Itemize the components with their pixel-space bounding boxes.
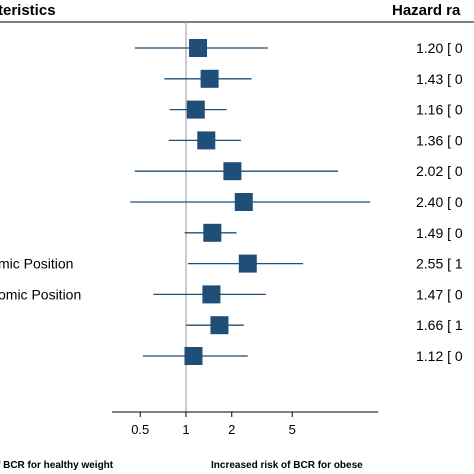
- forest-row: 2.02 [ 0: [134, 162, 463, 181]
- header-hazard-ratio: Hazard ra: [392, 2, 461, 19]
- x-tick-label: 5: [289, 422, 296, 437]
- hazard-ratio-marker: [184, 347, 203, 365]
- hazard-ratio-value: 1.16 [ 0: [416, 102, 463, 118]
- forest-row: 1.66 [ 1: [186, 316, 463, 335]
- hazard-ratio-value: 2.40 [ 0: [416, 194, 463, 210]
- forest-row: 1.12 [ 0: [142, 347, 463, 365]
- forest-rows: 1.20 [ 0 1.43 [ 0 1.16 [ 0 1.36 [ 0 2.02 [ 0…: [0, 39, 463, 365]
- x-tick-label: 1: [182, 422, 189, 437]
- hazard-ratio-marker: [210, 316, 229, 335]
- forest-row: mic Position 2.55 [ 1: [0, 254, 463, 273]
- x-axis-ticks: 0.5 1 2 5: [131, 412, 296, 437]
- hazard-ratio-value: 1.66 [ 1: [416, 317, 463, 333]
- hazard-ratio-value: 1.43 [ 0: [416, 71, 463, 87]
- forest-row: 1.43 [ 0: [164, 69, 463, 88]
- hazard-ratio-marker: [203, 223, 222, 242]
- forest-row: omic Position 1.47 [ 0: [0, 285, 463, 304]
- hazard-ratio-value: 1.47 [ 0: [416, 286, 463, 302]
- hazard-ratio-value: 2.55 [ 1: [416, 256, 463, 272]
- hazard-ratio-marker: [238, 254, 257, 273]
- hazard-ratio-value: 1.49 [ 0: [416, 225, 463, 241]
- hazard-ratio-value: 2.02 [ 0: [416, 163, 463, 179]
- footer-right-label: Increased risk of BCR for obese: [211, 460, 363, 471]
- hazard-ratio-value: 1.36 [ 0: [416, 132, 463, 148]
- hazard-ratio-marker: [200, 69, 219, 88]
- hazard-ratio-marker: [223, 162, 242, 181]
- forest-row: 1.36 [ 0: [168, 131, 463, 150]
- footer-left-label: f BCR for healthy weight: [0, 460, 114, 471]
- forest-row: 1.20 [ 0: [134, 39, 463, 57]
- hazard-ratio-marker: [197, 131, 216, 150]
- row-label: mic Position: [0, 256, 73, 272]
- hazard-ratio-marker: [186, 100, 205, 119]
- hazard-ratio-marker: [202, 285, 221, 304]
- hazard-ratio-marker: [189, 39, 208, 57]
- forest-row: 2.40 [ 0: [130, 193, 463, 211]
- header-characteristics: teristics: [0, 2, 56, 19]
- forest-row: 1.16 [ 0: [169, 100, 463, 119]
- hazard-ratio-value: 1.20 [ 0: [416, 40, 463, 56]
- x-tick-label: 0.5: [131, 422, 149, 437]
- hazard-ratio-marker: [234, 193, 253, 211]
- hazard-ratio-value: 1.12 [ 0: [416, 348, 463, 364]
- x-tick-label: 2: [228, 422, 235, 437]
- forest-row: 1.49 [ 0: [184, 223, 463, 242]
- row-label: omic Position: [0, 286, 81, 302]
